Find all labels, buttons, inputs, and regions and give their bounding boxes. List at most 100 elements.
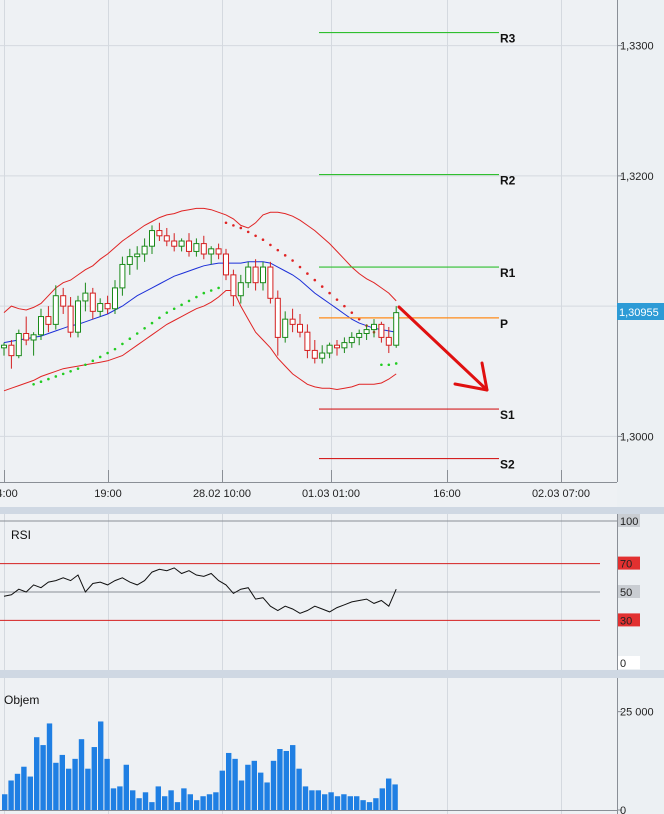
candle-body (75, 300, 81, 333)
time-tick-label: 28.02 10:00 (193, 488, 251, 500)
sar-point (121, 342, 124, 346)
volume-bar (354, 796, 360, 810)
volume-bar (238, 780, 245, 810)
price-tick-label: 1,3300 (620, 41, 654, 53)
volume-bar (40, 745, 46, 810)
bollinger-upper-line (3, 207, 397, 313)
candle-body (245, 266, 252, 284)
volume-bar (264, 782, 270, 810)
pivot-label-p: P (500, 317, 508, 331)
volume-tick-label: 0 (620, 805, 626, 814)
volume-bar (27, 776, 33, 810)
volume-bar (34, 737, 40, 810)
time-axis-labels: 04:00 19:00 28.02 10:00 01.03 01:00 16:00 02.… (0, 488, 590, 500)
volume-bar (290, 745, 296, 810)
volume-bar (315, 790, 321, 810)
sar-point (276, 248, 280, 252)
candle-body (104, 303, 111, 310)
forecast-arrow (397, 305, 489, 392)
sar-point (254, 234, 257, 238)
volume-tick-label: 25 000 (620, 707, 654, 719)
volume-bar (149, 802, 155, 810)
time-tick-label: 02.03 07:00 (532, 488, 590, 500)
volume-bar (200, 796, 206, 810)
sar-point (232, 224, 235, 227)
volume-bar (104, 758, 110, 810)
candles (1, 222, 400, 369)
candle-body (186, 240, 192, 252)
candle-body (163, 235, 170, 242)
rsi-tick-badge (618, 514, 640, 527)
candle-body (215, 248, 222, 255)
volume-bar (283, 750, 289, 810)
candle-body (8, 344, 15, 357)
volume-bar (130, 790, 136, 810)
rsi-tick-badge (618, 656, 640, 669)
rsi-tick-badge (618, 556, 640, 570)
bollinger-bands (3, 207, 397, 392)
time-tick-label: 16:00 (433, 488, 461, 500)
current-price-label: 1,30955 (619, 307, 659, 319)
sar-point (172, 307, 176, 311)
arrow-shaft (397, 305, 489, 392)
rsi-tick-label: 70 (620, 559, 632, 571)
bollinger-lower-line (3, 290, 397, 392)
sar-point (209, 289, 213, 292)
volume-bar (162, 796, 168, 810)
candle-body (156, 230, 163, 237)
sar-point (54, 375, 58, 378)
volume-bar (142, 792, 149, 810)
volume-bar (296, 768, 302, 810)
rsi-tick-label: 30 (620, 615, 632, 627)
candle-body (230, 274, 237, 297)
candle-body (348, 336, 355, 344)
rsi-polyline (3, 567, 397, 614)
candle-body (334, 344, 340, 349)
volume-bar (72, 758, 78, 810)
candle-body (193, 243, 200, 252)
volume-bar (245, 764, 251, 810)
volume-bar (174, 802, 181, 810)
volume-bar (155, 786, 161, 810)
candle-body (178, 240, 185, 247)
sar-point (350, 311, 354, 314)
candle-body (15, 332, 22, 357)
volume-bar (328, 792, 334, 810)
sar-point (143, 326, 146, 330)
sar-point (269, 243, 272, 247)
candle-body (126, 256, 133, 265)
sar-point (283, 254, 287, 257)
sar-point (320, 285, 324, 288)
sar-point (91, 359, 95, 363)
volume-bar (366, 802, 373, 810)
pivot-label-r3: R3 (500, 32, 516, 46)
pivot-label-s2: S2 (500, 458, 515, 472)
rsi-tick-badge (618, 585, 640, 598)
volume-bar (2, 794, 8, 810)
volume-bar (123, 764, 129, 810)
panel-separator-2 (0, 670, 664, 678)
volume-bar (251, 760, 257, 810)
candle-body (38, 316, 44, 336)
current-price-badge (617, 302, 664, 320)
candle-body (52, 295, 59, 325)
time-axis-strip (0, 482, 617, 507)
candle-body (97, 303, 104, 312)
sar-point (187, 299, 191, 303)
volume-axis-labels: 25 000 0 (617, 707, 654, 814)
sar-point (128, 337, 132, 341)
volume-bar (8, 780, 14, 810)
candle-body (393, 312, 400, 346)
volume-bar (110, 788, 117, 810)
volume-bar (53, 762, 59, 810)
candle-body (171, 240, 178, 247)
volume-bar (213, 792, 219, 810)
rsi-title: RSI (11, 528, 31, 542)
volume-bar (334, 796, 341, 810)
candle-body (297, 323, 303, 333)
candle-body (371, 323, 377, 331)
candle-body (289, 318, 296, 325)
time-tick-label: 19:00 (94, 488, 122, 500)
volume-bar (347, 796, 353, 810)
volume-bar (78, 739, 85, 810)
